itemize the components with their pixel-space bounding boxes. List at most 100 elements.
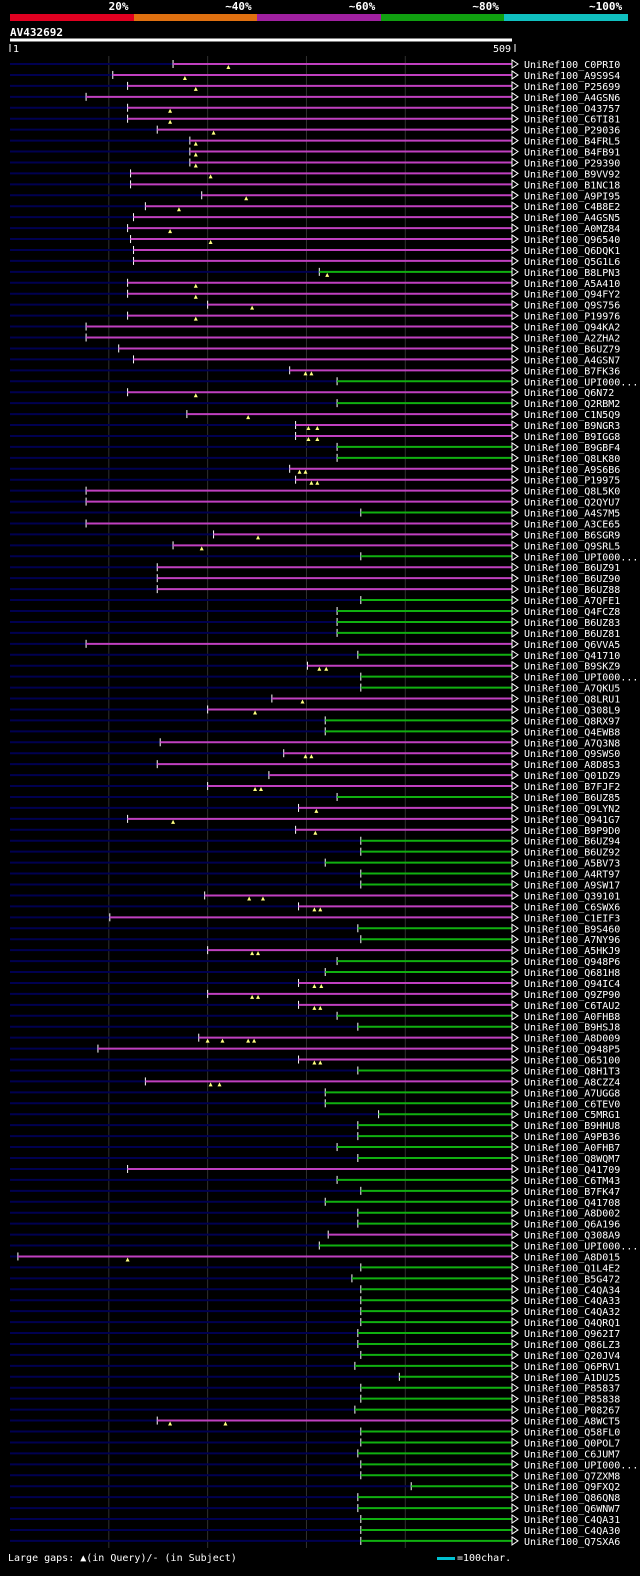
hit-label: UniRef100_A7Q3N8 — [524, 738, 620, 749]
query-gap-marker — [168, 108, 173, 113]
query-gap-marker — [168, 1421, 173, 1426]
hit-label: UniRef100_UPI000... — [524, 1242, 638, 1253]
hit-end-arrow — [511, 1535, 519, 1546]
hit-label: UniRef100_Q41710 — [524, 651, 620, 662]
hit-end-arrow — [511, 1426, 519, 1437]
hit-label: UniRef100_Q94FY2 — [524, 290, 620, 301]
hit-end-arrow — [511, 91, 519, 102]
query-gap-marker — [318, 907, 323, 912]
hit-end-arrow — [511, 660, 519, 671]
query-gap-marker — [315, 436, 320, 441]
query-gap-marker — [314, 808, 319, 813]
hit-label: UniRef100_A5A410 — [524, 279, 620, 290]
hit-label: UniRef100_A7UGG8 — [524, 1088, 620, 1099]
query-gap-marker — [256, 994, 261, 999]
hit-end-arrow — [511, 463, 519, 474]
hit-label: UniRef100_A0FHB8 — [524, 1012, 620, 1023]
query-gap-marker — [226, 65, 231, 69]
hit-label: UniRef100_A4GSN6 — [524, 93, 620, 104]
hit-label: UniRef100_Q4EWB8 — [524, 727, 620, 738]
hit-end-arrow — [511, 956, 519, 967]
hit-label: UniRef100_Q8WQM7 — [524, 1154, 620, 1165]
hit-label: UniRef100_A9S9S4 — [524, 71, 620, 82]
hit-label: UniRef100_Q6DQK1 — [524, 246, 620, 257]
query-gap-marker — [193, 86, 198, 91]
query-gap-marker — [205, 1038, 210, 1043]
hit-label: UniRef100_A2ZHA2 — [524, 334, 620, 345]
hit-end-arrow — [511, 431, 519, 441]
query-gap-marker — [253, 710, 258, 715]
hit-end-arrow — [511, 1021, 519, 1032]
query-gap-marker — [256, 951, 261, 956]
hit-end-arrow — [511, 1098, 519, 1109]
hit-end-arrow — [511, 726, 519, 737]
query-gap-marker — [168, 119, 173, 124]
query-gap-marker — [199, 546, 204, 551]
hit-end-arrow — [511, 868, 519, 879]
hit-end-arrow — [511, 1470, 519, 1481]
hit-label: UniRef100_Q86QN8 — [524, 1493, 620, 1504]
query-gap-marker — [253, 787, 258, 792]
hit-end-arrow — [511, 627, 519, 638]
hit-end-arrow — [511, 1371, 519, 1382]
hit-end-arrow — [511, 1076, 519, 1087]
hit-end-arrow — [511, 1349, 519, 1360]
hit-label: UniRef100_UPI000... — [524, 377, 638, 388]
hit-label: UniRef100_P29036 — [524, 126, 620, 137]
query-gap-marker — [319, 983, 324, 988]
hit-end-arrow — [511, 1360, 519, 1371]
query-gap-marker — [303, 754, 308, 759]
hit-label: UniRef100_A8D015 — [524, 1252, 620, 1263]
hit-label: UniRef100_A8D8S3 — [524, 760, 620, 771]
hit-end-arrow — [511, 1010, 519, 1021]
hit-end-arrow — [511, 299, 519, 310]
hit-end-arrow — [511, 398, 519, 409]
hit-label: UniRef100_P85838 — [524, 1395, 620, 1406]
hit-end-arrow — [511, 1251, 519, 1262]
hit-end-arrow — [511, 999, 519, 1010]
query-gap-marker — [260, 896, 265, 901]
hit-end-arrow — [511, 1229, 519, 1240]
hit-end-arrow — [511, 387, 519, 398]
query-gap-marker — [171, 819, 176, 824]
hit-label: UniRef100_Q8LRU1 — [524, 695, 620, 706]
hit-label: UniRef100_C6TEV0 — [524, 1099, 620, 1110]
hit-end-arrow — [511, 157, 519, 168]
hit-label: UniRef100_C4B8E2 — [524, 202, 620, 213]
gaps-legend: Large gaps: ▲(in Query)/- (in Subject) — [8, 1553, 237, 1564]
hit-label: UniRef100_B6UZ79 — [524, 344, 620, 355]
hit-label: UniRef100_Q8L5K0 — [524, 487, 620, 498]
hit-end-arrow — [511, 354, 519, 365]
hit-label: UniRef100_Q948P6 — [524, 957, 620, 968]
hit-label: UniRef100_Q2RBM2 — [524, 399, 620, 410]
hit-label: UniRef100_Q9ZP90 — [524, 990, 620, 1001]
hit-label: UniRef100_A7QKU5 — [524, 684, 620, 695]
hit-label: UniRef100_P85837 — [524, 1384, 620, 1395]
hit-label: UniRef100_Q6N72 — [524, 388, 614, 399]
hit-end-arrow — [511, 595, 519, 605]
hit-end-arrow — [511, 1142, 519, 1152]
hit-label: UniRef100_B9P9D0 — [524, 826, 620, 837]
hit-end-arrow — [511, 978, 519, 988]
hit-end-arrow — [511, 146, 519, 157]
hit-label: UniRef100_B7FK36 — [524, 366, 620, 377]
query-gap-marker — [193, 316, 198, 321]
scale-line — [437, 1556, 455, 1560]
hit-label: UniRef100_Q94IC4 — [524, 979, 620, 990]
hit-label: UniRef100_A7QFE1 — [524, 596, 620, 607]
hit-label: UniRef100_Q0POL7 — [524, 1438, 620, 1449]
hit-label: UniRef100_B9IGG8 — [524, 432, 620, 443]
hit-label: UniRef100_B6UZ90 — [524, 574, 620, 585]
hit-label: UniRef100_A3CE65 — [524, 519, 620, 530]
query-gap-marker — [325, 272, 330, 277]
hit-end-arrow — [511, 288, 519, 299]
hit-end-arrow — [511, 1109, 519, 1120]
hit-label: UniRef100_B8LPN3 — [524, 268, 620, 279]
hit-end-arrow — [511, 737, 519, 748]
hit-label: UniRef100_Q9FXQ2 — [524, 1482, 620, 1493]
hit-end-arrow — [511, 529, 519, 540]
hit-label: UniRef100_Q7ZXM8 — [524, 1471, 620, 1482]
hit-label: UniRef100_Q8LK80 — [524, 454, 620, 465]
query-gap-marker — [317, 666, 322, 671]
hit-end-arrow — [511, 824, 519, 835]
